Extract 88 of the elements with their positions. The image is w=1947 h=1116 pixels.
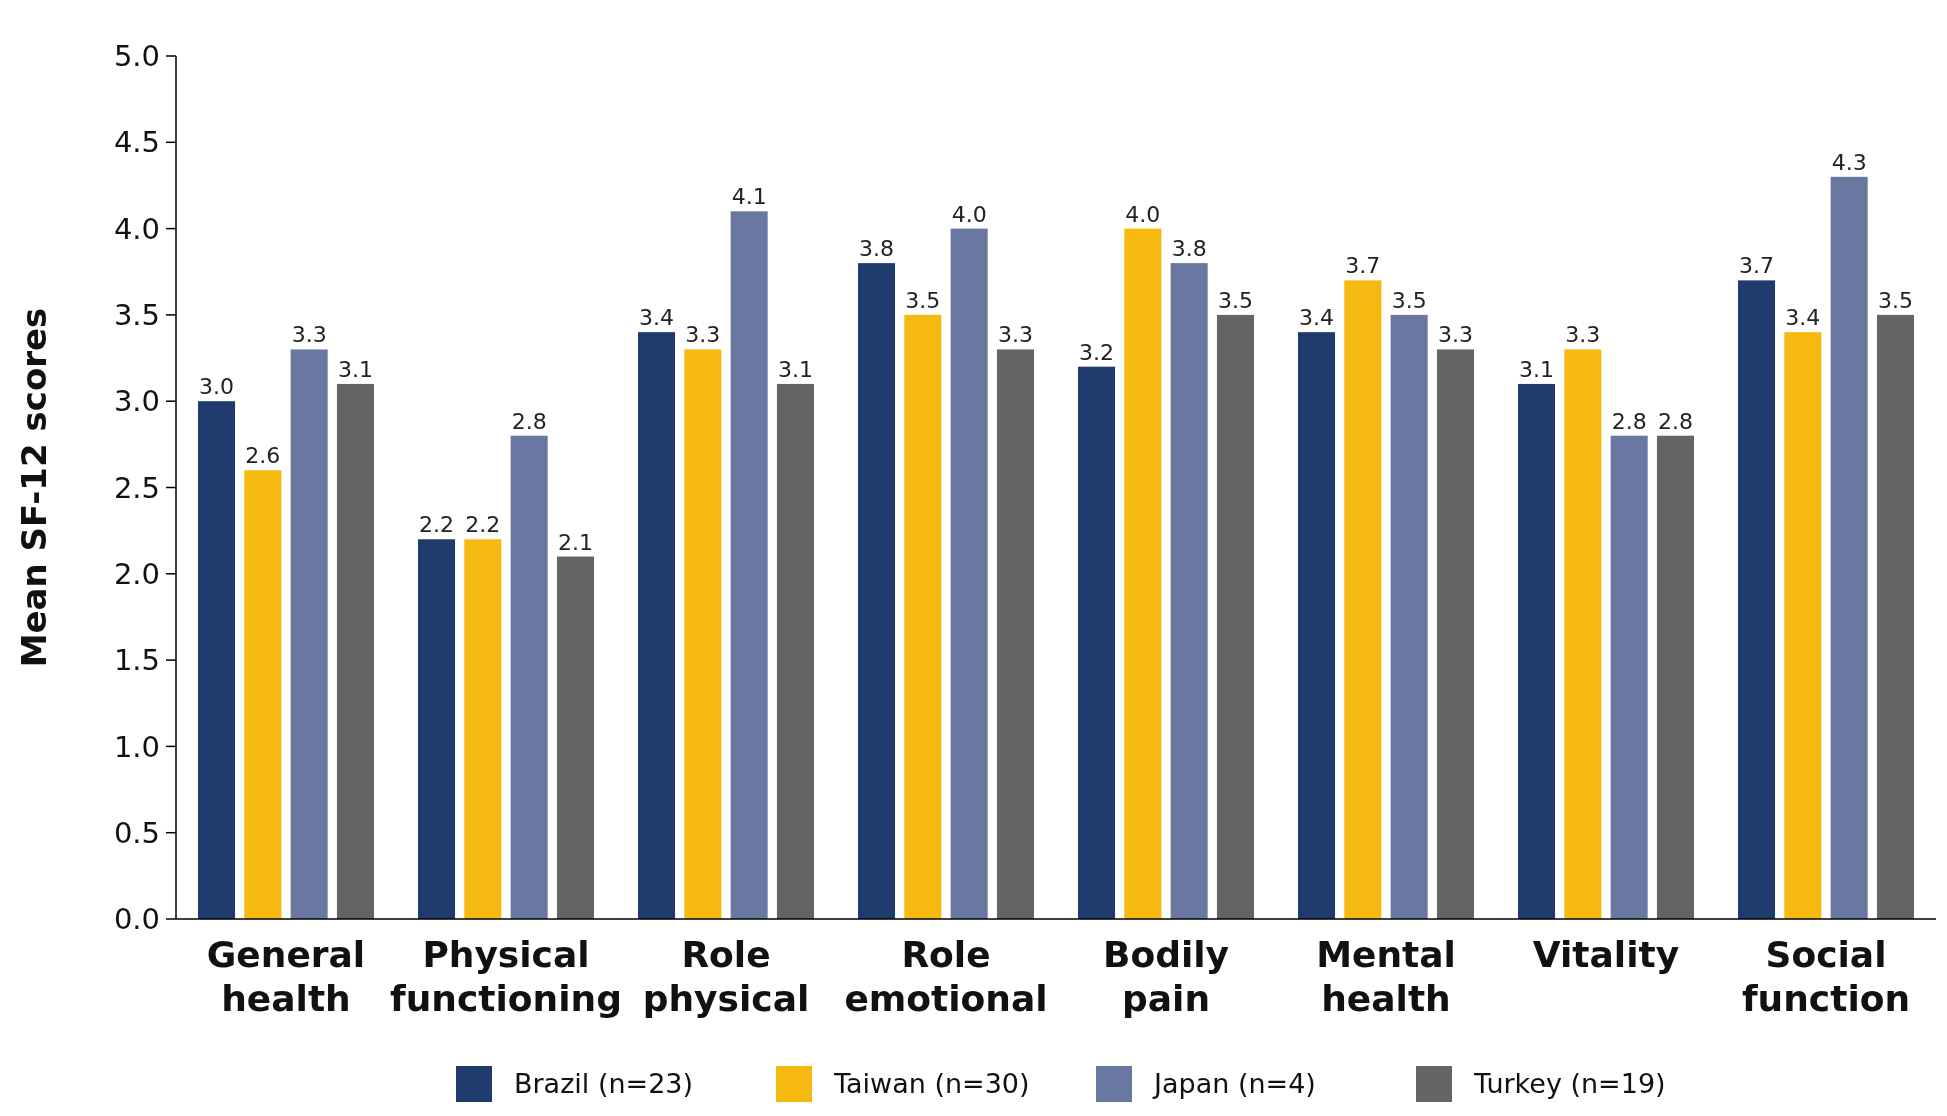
y-tick-label: 5.0 — [113, 39, 160, 74]
y-tick-label: 3.5 — [113, 298, 160, 333]
data-label: 3.8 — [859, 236, 895, 262]
y-tick-label: 0.5 — [113, 815, 160, 850]
bar — [336, 383, 374, 919]
bar — [1518, 383, 1556, 919]
y-tick-label: 1.5 — [113, 643, 160, 678]
x-tick-label: Role physical — [642, 934, 810, 1019]
legend-label: Brazil (n=23) — [514, 1068, 694, 1100]
data-label: 3.4 — [1785, 305, 1821, 331]
data-label: 3.4 — [639, 305, 675, 331]
bar — [858, 263, 896, 919]
bar — [1656, 435, 1694, 919]
x-tick-label: Role emotional — [844, 934, 1048, 1019]
x-tick-label: Mental health — [1316, 934, 1456, 1019]
bar — [1390, 314, 1428, 919]
bar — [904, 314, 942, 919]
data-label: 3.2 — [1079, 339, 1115, 365]
data-label: 3.0 — [199, 374, 235, 400]
data-label: 3.4 — [1299, 305, 1335, 331]
y-tick-label: 4.5 — [113, 125, 160, 160]
bar — [1124, 228, 1162, 919]
bar — [1784, 332, 1822, 919]
data-label: 3.3 — [291, 322, 327, 348]
bar — [1170, 263, 1208, 919]
data-label: 2.2 — [419, 512, 455, 538]
x-tick-label: Physical functioning — [390, 934, 622, 1019]
y-tick-label: 0.0 — [113, 902, 160, 937]
bar — [1216, 314, 1254, 919]
data-label: 4.0 — [1125, 201, 1161, 227]
bar — [418, 539, 456, 919]
data-label: 2.8 — [1657, 408, 1693, 434]
data-label: 3.3 — [997, 322, 1033, 348]
data-label: 3.5 — [905, 287, 941, 313]
bar — [1830, 176, 1868, 919]
data-label: 3.1 — [777, 356, 813, 382]
data-label: 4.1 — [731, 184, 767, 210]
data-label: 2.2 — [465, 512, 501, 538]
data-label: 3.7 — [1345, 253, 1381, 279]
bar — [464, 539, 502, 919]
data-label: 2.6 — [245, 443, 281, 469]
y-tick-label: 1.0 — [113, 729, 160, 764]
bar — [1436, 349, 1474, 919]
bar — [198, 401, 236, 919]
bar — [776, 383, 814, 919]
data-label: 3.1 — [337, 356, 373, 382]
bar — [996, 349, 1034, 919]
y-tick-label: 2.0 — [113, 556, 160, 591]
data-label: 3.5 — [1391, 287, 1427, 313]
bar — [1344, 280, 1382, 919]
bar — [638, 332, 676, 919]
y-tick-label: 2.5 — [113, 470, 160, 505]
bar — [1738, 280, 1776, 919]
bar — [950, 228, 988, 919]
bar — [730, 211, 768, 919]
data-label: 3.3 — [1565, 322, 1601, 348]
data-label: 2.8 — [511, 408, 547, 434]
bar — [290, 349, 328, 919]
bar — [684, 349, 722, 919]
data-label: 4.0 — [951, 201, 987, 227]
data-label: 2.1 — [557, 529, 593, 555]
data-label: 3.1 — [1519, 356, 1555, 382]
bar — [556, 556, 594, 919]
data-label: 2.8 — [1611, 408, 1647, 434]
y-axis-title: Mean SF-12 scores — [14, 307, 54, 668]
data-label: 3.5 — [1217, 287, 1253, 313]
data-label: 3.8 — [1171, 236, 1207, 262]
bar — [1876, 314, 1914, 919]
bar — [1078, 366, 1116, 919]
bar — [1564, 349, 1602, 919]
legend-label: Turkey (n=19) — [1473, 1068, 1666, 1100]
data-label: 3.3 — [1437, 322, 1473, 348]
data-label: 3.7 — [1739, 253, 1775, 279]
bar — [510, 435, 548, 919]
x-tick-label: Bodily pain — [1102, 934, 1230, 1019]
bar — [244, 470, 282, 919]
y-tick-label: 4.0 — [113, 211, 160, 246]
bar — [1610, 435, 1648, 919]
x-tick-label: Vitality — [1532, 934, 1680, 975]
data-label: 4.3 — [1831, 149, 1867, 175]
y-tick-label: 3.0 — [113, 384, 160, 419]
data-label: 3.5 — [1877, 287, 1913, 313]
x-tick-label: Social function — [1741, 934, 1911, 1019]
x-tick-label: General health — [206, 934, 366, 1019]
bar — [1298, 332, 1336, 919]
legend-label: Japan (n=4) — [1152, 1068, 1316, 1100]
data-label: 3.3 — [685, 322, 721, 348]
legend-label: Taiwan (n=30) — [833, 1068, 1030, 1100]
